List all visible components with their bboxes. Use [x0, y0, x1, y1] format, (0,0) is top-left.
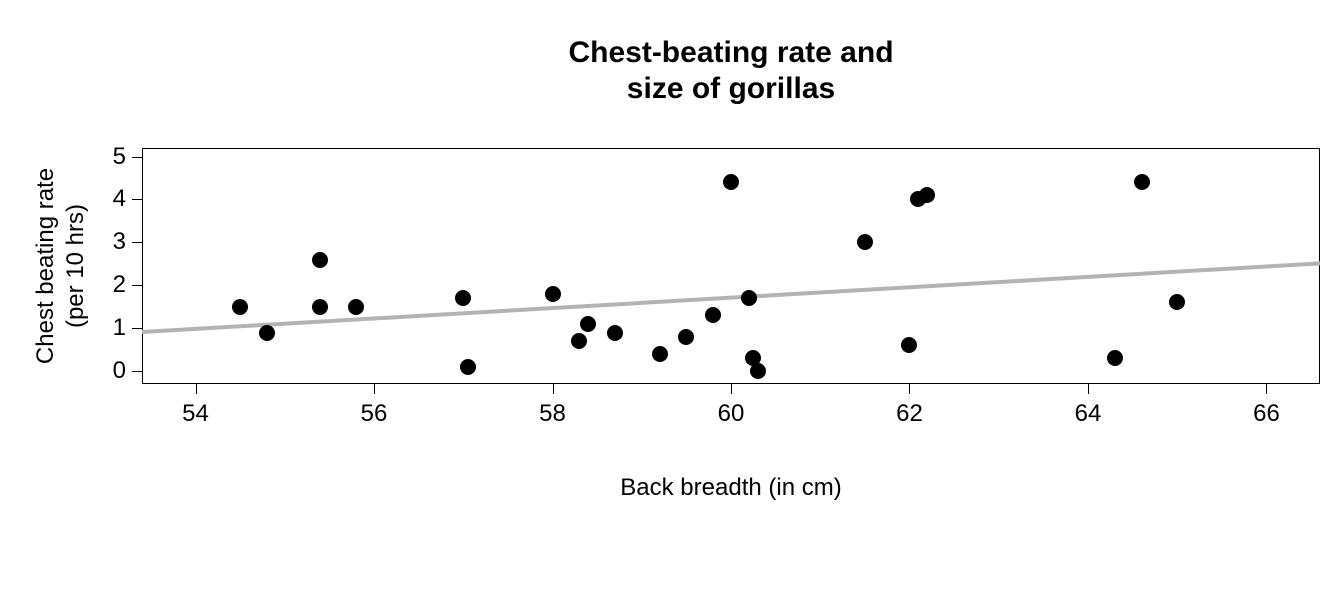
y-tick-mark: [132, 157, 142, 158]
data-point: [919, 187, 935, 203]
data-point: [580, 316, 596, 332]
y-tick-label: 5: [98, 143, 126, 171]
data-point: [348, 299, 364, 315]
data-point: [723, 174, 739, 190]
data-point: [312, 299, 328, 315]
data-point: [460, 359, 476, 375]
y-axis-label-line2: (per 10 hrs): [62, 148, 90, 384]
chart-title-line1: Chest-beating rate and: [142, 36, 1320, 70]
data-point: [545, 286, 561, 302]
chart-title-line2: size of gorillas: [142, 72, 1320, 106]
x-tick-label: 58: [539, 400, 566, 428]
x-tick-mark: [374, 384, 375, 394]
y-tick-label: 3: [98, 228, 126, 256]
y-tick-mark: [132, 328, 142, 329]
y-tick-label: 0: [98, 357, 126, 385]
x-tick-mark: [196, 384, 197, 394]
x-tick-label: 60: [718, 400, 745, 428]
data-point: [857, 234, 873, 250]
data-point: [1134, 174, 1150, 190]
y-axis-label-line1: Chest beating rate: [32, 148, 60, 384]
data-point: [652, 346, 668, 362]
x-tick-label: 66: [1253, 400, 1280, 428]
data-point: [1169, 294, 1185, 310]
x-tick-mark: [1266, 384, 1267, 394]
data-point: [705, 307, 721, 323]
data-point: [901, 337, 917, 353]
data-point: [607, 325, 623, 341]
x-tick-mark: [909, 384, 910, 394]
data-point: [259, 325, 275, 341]
y-tick-label: 1: [98, 314, 126, 342]
x-tick-label: 54: [182, 400, 209, 428]
y-tick-mark: [132, 371, 142, 372]
data-point: [232, 299, 248, 315]
y-tick-mark: [132, 199, 142, 200]
y-tick-mark: [132, 242, 142, 243]
y-tick-mark: [132, 285, 142, 286]
data-point: [1107, 350, 1123, 366]
chart-container: { "canvas": { "width": 1344, "height": 6…: [0, 0, 1344, 604]
x-axis-label: Back breadth (in cm): [142, 474, 1320, 502]
x-tick-label: 56: [361, 400, 388, 428]
x-tick-mark: [553, 384, 554, 394]
x-tick-mark: [731, 384, 732, 394]
y-tick-label: 4: [98, 185, 126, 213]
y-tick-label: 2: [98, 271, 126, 299]
x-tick-label: 62: [896, 400, 923, 428]
data-point: [455, 290, 471, 306]
data-point: [750, 363, 766, 379]
x-tick-label: 64: [1075, 400, 1102, 428]
x-tick-mark: [1088, 384, 1089, 394]
data-point: [312, 252, 328, 268]
data-point: [571, 333, 587, 349]
data-point: [678, 329, 694, 345]
data-point: [741, 290, 757, 306]
